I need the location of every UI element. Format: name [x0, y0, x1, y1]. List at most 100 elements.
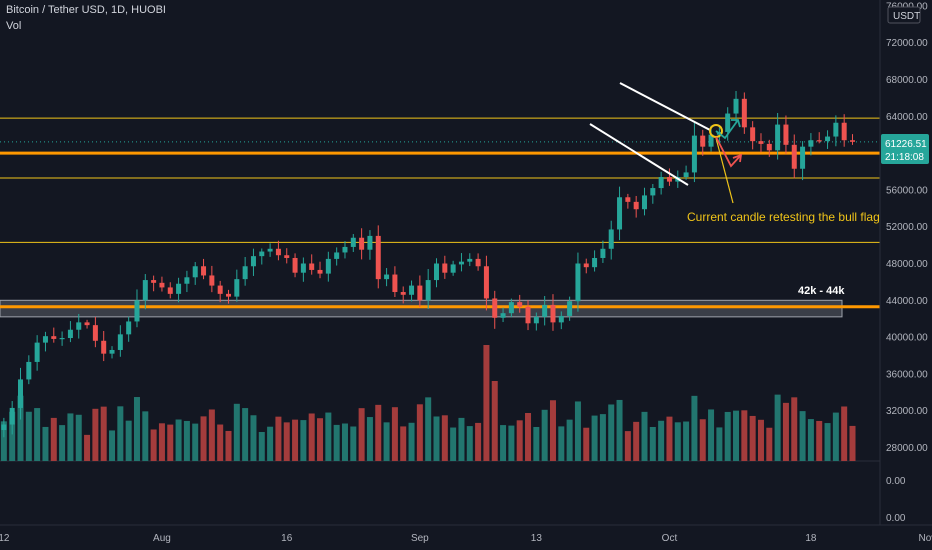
- candle-body: [442, 263, 448, 273]
- volume-bar: [59, 425, 66, 461]
- volume-bar: [208, 409, 215, 461]
- volume-bar: [533, 426, 540, 461]
- volume-bar: [491, 381, 498, 461]
- candle-body: [800, 146, 806, 169]
- candle-body: [184, 277, 190, 284]
- price-axis-label: 36000.00: [886, 369, 928, 380]
- candle-body: [525, 306, 531, 324]
- currency-badge: [887, 6, 921, 24]
- volume-bar: [816, 420, 823, 461]
- candle-body: [575, 263, 581, 302]
- volume-bar: [599, 414, 606, 461]
- candle-body: [666, 177, 672, 182]
- candle-body: [741, 98, 747, 128]
- candle-body: [325, 258, 331, 274]
- volume-bar: [84, 434, 91, 461]
- candle-body: [84, 322, 90, 326]
- candle-body: [691, 135, 697, 173]
- volume-bar: [142, 411, 149, 461]
- volume-bar: [716, 427, 723, 461]
- candle-body: [500, 313, 506, 318]
- volume-bar: [741, 410, 748, 461]
- volume-bar: [400, 426, 407, 461]
- volume-bar: [799, 411, 806, 461]
- candle-body: [317, 269, 323, 274]
- time-axis-label: Sep: [411, 533, 429, 544]
- candle-body: [67, 329, 73, 339]
- candle-body: [34, 342, 40, 362]
- volume-bar: [500, 425, 507, 461]
- bullish-projection-arrow: [715, 119, 739, 140]
- volume-bar: [333, 424, 340, 461]
- currency-badge-label: USDT: [893, 11, 920, 22]
- volume-bar: [774, 394, 781, 461]
- volume-bar: [292, 419, 299, 461]
- candle-body: [550, 304, 556, 323]
- volume-bar: [125, 420, 132, 461]
- candle-body: [683, 172, 689, 178]
- price-axis-label: 32000.00: [886, 406, 928, 417]
- volume-bar: [724, 411, 731, 461]
- volume-bar: [341, 423, 348, 461]
- candle-body: [400, 292, 406, 295]
- candle-body: [92, 325, 98, 341]
- price-axis-label: 64000.00: [886, 112, 928, 123]
- time-axis-label: 12: [0, 533, 10, 544]
- candle-body: [151, 280, 157, 283]
- candle-body: [217, 285, 223, 294]
- candle-body: [9, 407, 15, 425]
- candle-body: [708, 134, 714, 147]
- candle-body: [658, 177, 664, 189]
- candle-body: [434, 263, 439, 281]
- volume-bar: [267, 426, 274, 461]
- candle-body: [758, 141, 764, 144]
- current-price-badge: [881, 134, 929, 164]
- candle-body: [350, 237, 356, 247]
- volume-bar: [375, 404, 382, 461]
- volume-bar: [9, 411, 16, 461]
- volume-bar: [674, 422, 681, 461]
- volume-bar: [92, 408, 99, 461]
- volume-bar: [658, 420, 665, 461]
- volume-bar: [200, 416, 207, 461]
- candle-body: [783, 124, 789, 145]
- volume-axis-label: 0.00: [886, 476, 906, 487]
- volume-bar: [117, 406, 124, 461]
- candle-body: [766, 143, 772, 151]
- candle-body: [201, 266, 207, 276]
- volume-bar: [325, 412, 332, 461]
- volume-bar: [34, 408, 41, 461]
- volume-bar: [508, 425, 515, 461]
- flag-channel-upper: [619, 82, 711, 131]
- bullish-arrow-head: [731, 119, 741, 128]
- candle-body: [700, 135, 706, 147]
- volume-bar: [167, 424, 174, 461]
- candle-body: [533, 316, 539, 324]
- candle-body: [226, 293, 231, 297]
- candle-body: [425, 280, 431, 301]
- candle-body: [833, 122, 839, 137]
- volume-bar: [766, 427, 773, 461]
- volume-bar: [641, 411, 648, 461]
- volume-bar: [433, 416, 440, 461]
- symbol-title: Bitcoin / Tether USD, 1D, HUOBI: [6, 4, 166, 16]
- volume-bar: [541, 409, 548, 461]
- candle-body: [267, 248, 273, 252]
- candle-body: [733, 98, 739, 114]
- volume-bar: [583, 427, 590, 461]
- candle-body: [26, 361, 32, 380]
- candle-body: [600, 248, 606, 258]
- candle-body: [650, 188, 656, 196]
- volume-bar: [192, 423, 199, 461]
- candle-body: [583, 263, 589, 268]
- candle-body: [192, 266, 198, 278]
- candle-body: [375, 235, 381, 280]
- volume-bar: [666, 416, 673, 461]
- volume-bar: [317, 418, 324, 461]
- volume-bar: [749, 415, 756, 461]
- price-axis-label: 40000.00: [886, 333, 928, 344]
- candle-body: [850, 140, 855, 142]
